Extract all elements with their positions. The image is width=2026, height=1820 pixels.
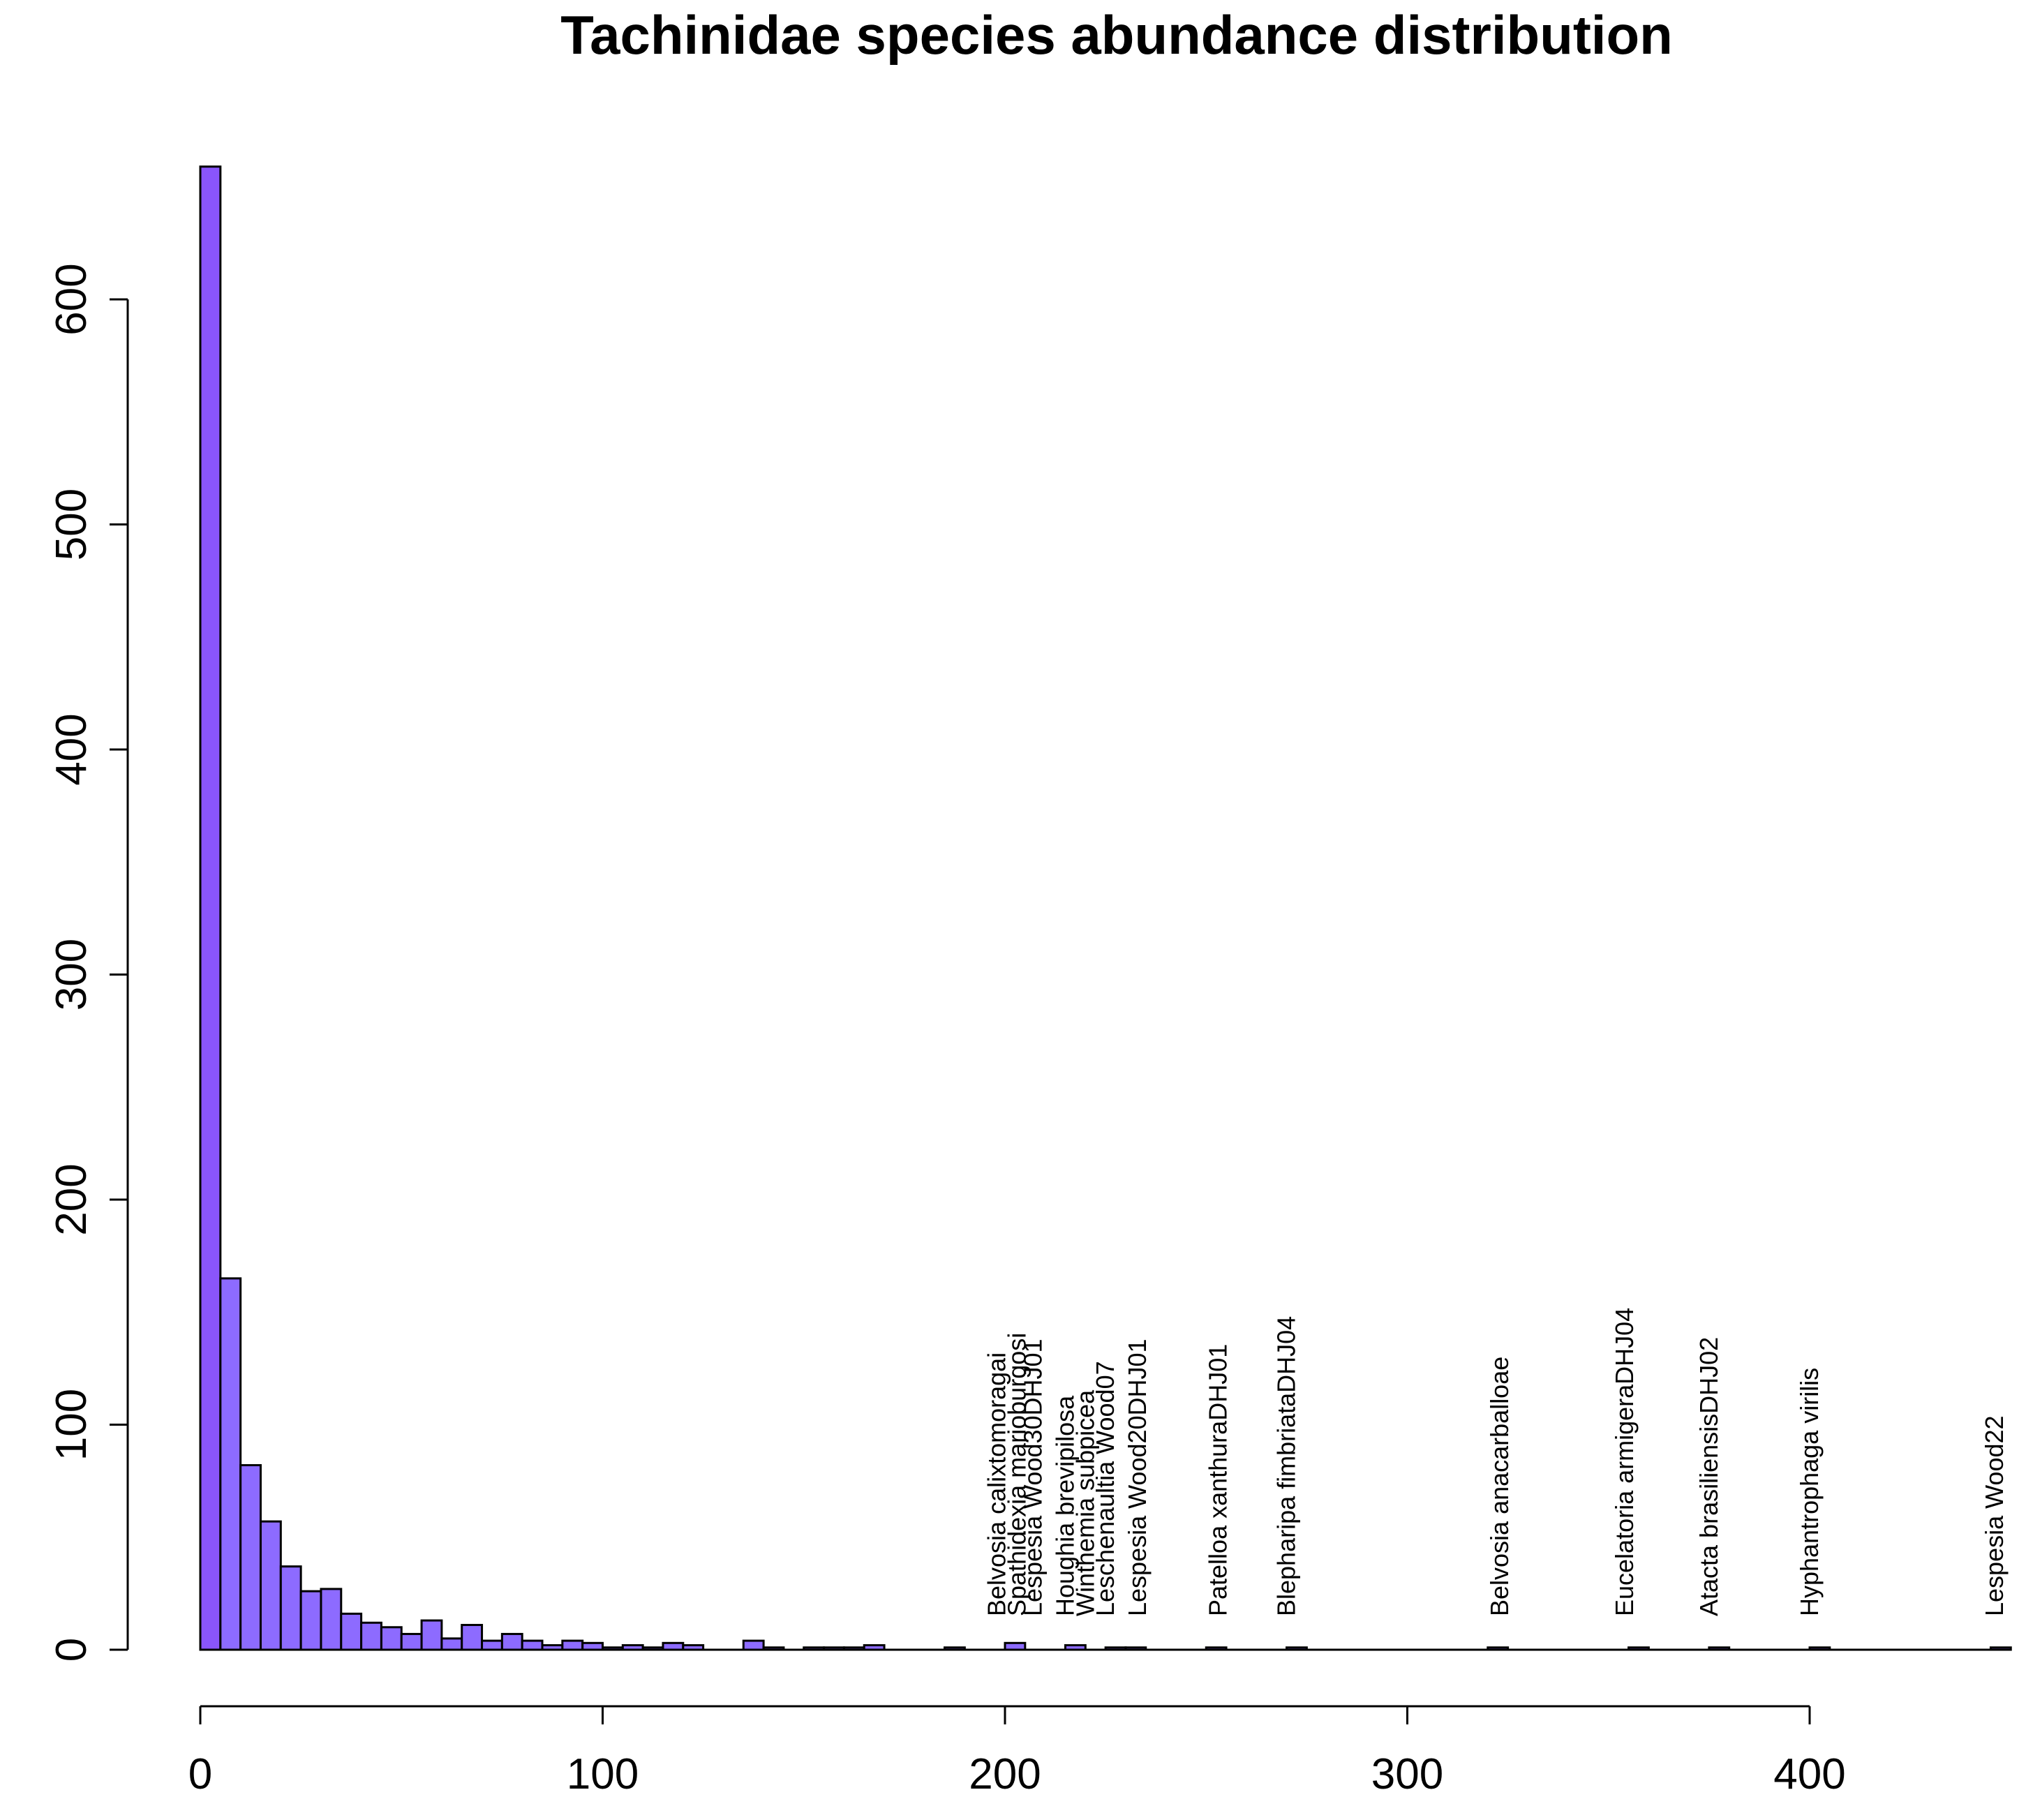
histogram-bar: [461, 1624, 484, 1651]
histogram-bar: [219, 1277, 242, 1651]
histogram-bar: [380, 1626, 403, 1651]
species-annotation: Eucelatoria armigeraDHJ04: [1610, 1308, 1639, 1616]
species-annotation: Hyphantrophaga virilis: [1795, 1368, 1824, 1616]
y-tick-label: 400: [47, 713, 96, 785]
species-annotation: Atacta brasiliensisDHJ02: [1694, 1337, 1723, 1616]
species-annotation: Lespesia Wood20DHJ01: [1123, 1338, 1152, 1616]
species-annotation: Leschenaultia Wood07: [1091, 1361, 1119, 1616]
x-tick-label: 100: [567, 1750, 639, 1798]
histogram-bar: [521, 1639, 544, 1651]
x-axis: 0 100 200 300 400: [188, 1705, 1846, 1798]
x-tick-label: 300: [1371, 1750, 1443, 1798]
x-tick-label: 200: [969, 1750, 1041, 1798]
histogram-bar: [320, 1588, 343, 1651]
y-tick-label: 200: [47, 1163, 96, 1235]
histogram-bar: [420, 1619, 443, 1651]
x-tick-label: 0: [188, 1750, 212, 1798]
histogram-bar: [440, 1637, 463, 1651]
species-annotation: Spathidexia marioburgosi: [1002, 1333, 1031, 1616]
histogram-bar: [360, 1621, 382, 1651]
histogram-bar: [400, 1632, 423, 1651]
y-tick-label: 100: [47, 1389, 96, 1461]
y-tick-label: 600: [47, 263, 96, 335]
species-annotation: Winthemia subpicea: [1071, 1389, 1099, 1616]
chart-title: Tachinidae species abundance distributio…: [560, 4, 1673, 66]
y-tick-label: 0: [47, 1638, 96, 1662]
histogram-bar: [340, 1612, 363, 1651]
x-tick-label: 400: [1773, 1750, 1845, 1798]
y-tick-label: 300: [47, 939, 96, 1010]
histogram-bar: [239, 1464, 262, 1651]
histogram-bar: [742, 1639, 765, 1651]
species-annotation: Belvosia anacarballoae: [1485, 1357, 1514, 1616]
histogram-bar: [561, 1639, 584, 1651]
histogram-bar: [199, 165, 222, 1651]
species-annotation: Belvosia calixtomoragai: [982, 1352, 1011, 1616]
histogram-bar: [299, 1590, 322, 1651]
species-annotation: Lespesia Wood30DHJ01: [1018, 1338, 1047, 1616]
species-annotation: Blepharipa fimbriataDHJ04: [1272, 1316, 1301, 1616]
y-tick-label: 500: [47, 488, 96, 560]
species-annotation: Lespesia Wood22: [1980, 1415, 2009, 1616]
bars-group: [199, 165, 2012, 1651]
histogram-bar: [481, 1639, 503, 1651]
histogram-bar: [259, 1520, 282, 1651]
y-axis: 0 100 200 300 400 500 600: [47, 263, 129, 1662]
species-annotation: Houghia brevipilosa: [1050, 1395, 1079, 1616]
species-annotation: Patelloa xanthuraDHJ01: [1204, 1344, 1232, 1616]
histogram-bar: [279, 1565, 302, 1651]
histogram-bar: [500, 1632, 523, 1651]
